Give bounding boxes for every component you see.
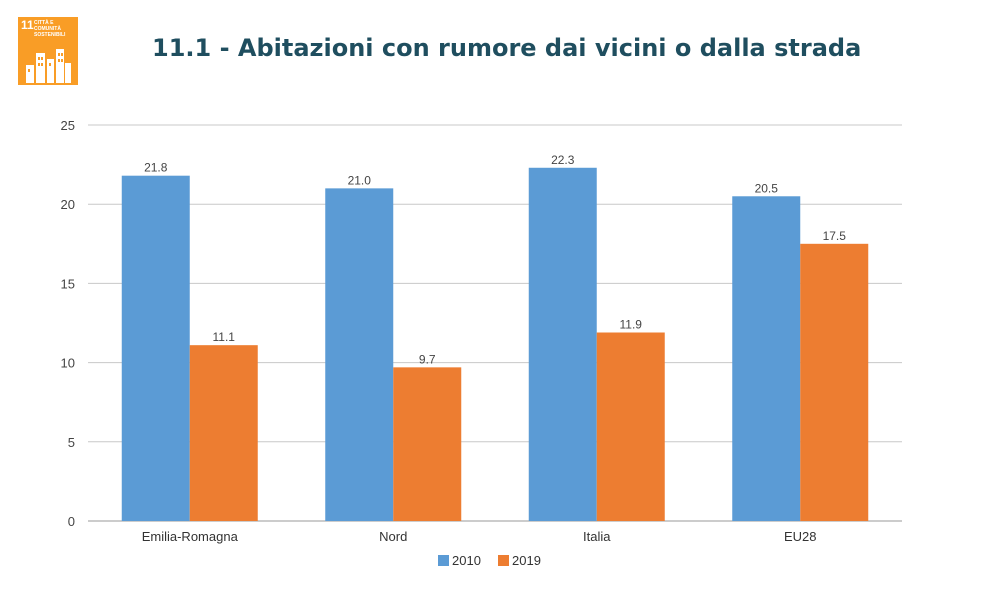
y-axis: 0 5 10 15 20 25 (61, 118, 75, 529)
sdg-goal-text: CITTÀ E COMUNITÀ SOSTENIBILI (34, 20, 66, 38)
y-tick-label: 15 (61, 276, 75, 291)
bar-2010-eu28 (732, 196, 801, 521)
x-tick-label: Nord (379, 529, 407, 544)
bar-2019-nord (393, 367, 462, 521)
legend-swatch (498, 555, 509, 566)
data-label: 11.9 (620, 318, 643, 332)
y-tick-label: 25 (61, 118, 75, 133)
sdg-number: 11 (21, 18, 34, 32)
data-label: 20.5 (755, 181, 779, 195)
legend-label: 2019 (512, 553, 541, 568)
chart-bars: 21.8 11.1 21.0 9.7 22.3 11.9 20.5 17.5 (121, 153, 869, 522)
page-title: 11.1 - Abitazioni con rumore dai vicini … (152, 34, 862, 62)
legend-label: 2010 (452, 553, 481, 568)
data-label: 22.3 (551, 153, 575, 167)
bar-2010-italia (528, 167, 597, 521)
bar-2019-emilia-romagna (189, 345, 258, 521)
bar-2019-italia (596, 332, 665, 521)
city-buildings-icon (26, 49, 71, 83)
bar-2010-emilia-romagna (121, 175, 190, 522)
y-tick-label: 5 (68, 435, 75, 450)
y-tick-label: 20 (61, 197, 75, 212)
sdg-11-badge: 11 CITTÀ E COMUNITÀ SOSTENIBILI (18, 17, 78, 85)
legend-swatch (438, 555, 449, 566)
data-label: 21.8 (144, 161, 168, 175)
x-tick-label: EU28 (784, 529, 817, 544)
bar-2019-eu28 (800, 243, 869, 522)
data-label: 17.5 (823, 229, 847, 243)
data-label: 9.7 (419, 352, 436, 366)
data-label: 11.1 (213, 330, 236, 344)
data-label: 21.0 (348, 173, 372, 187)
x-axis: Emilia-Romagna Nord Italia EU28 (142, 529, 817, 544)
y-tick-label: 0 (68, 514, 75, 529)
chart-legend: 2010 2019 (438, 553, 541, 568)
x-tick-label: Italia (583, 529, 611, 544)
x-tick-label: Emilia-Romagna (142, 529, 239, 544)
y-tick-label: 10 (61, 356, 75, 371)
bar-2010-nord (325, 188, 394, 522)
